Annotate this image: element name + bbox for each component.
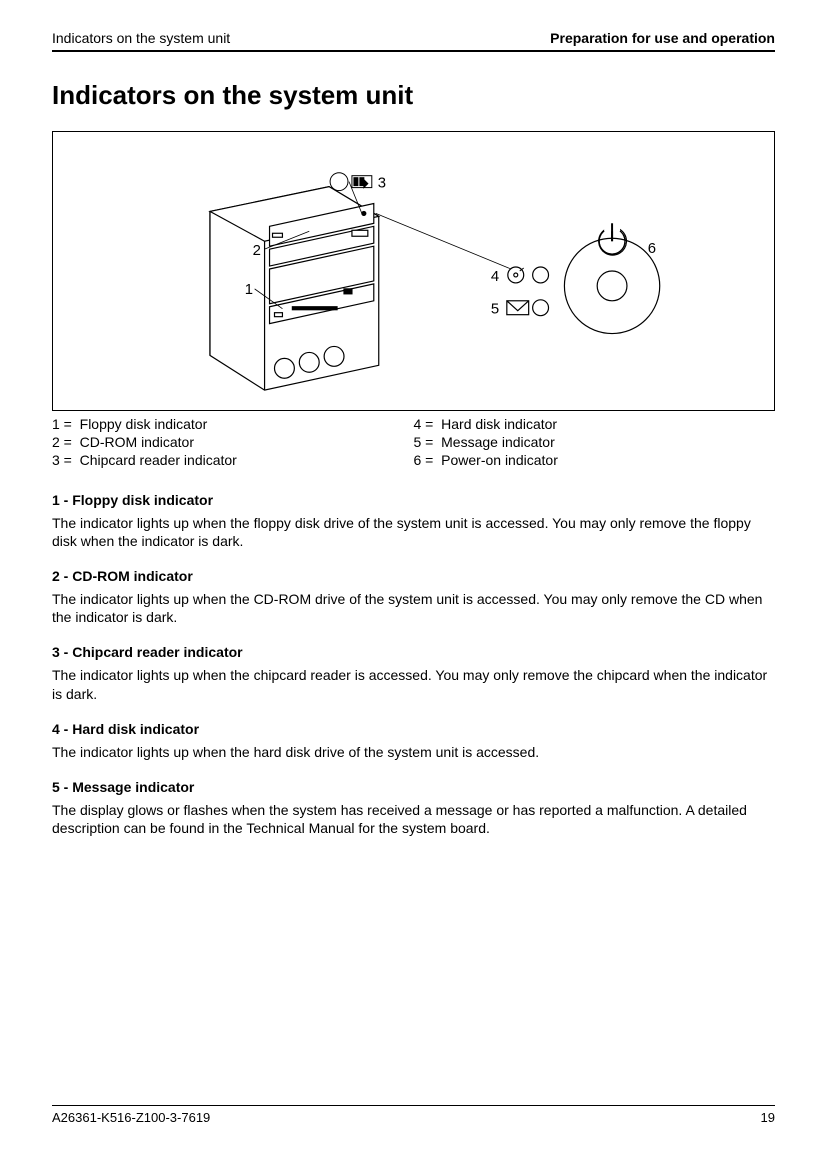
diagram-svg: 3 2 1 — [53, 132, 774, 410]
section: 3 - Chipcard reader indicator The indica… — [52, 644, 775, 702]
section: 5 - Message indicator The display glows … — [52, 779, 775, 837]
section-body: The indicator lights up when the hard di… — [52, 743, 775, 761]
system-unit-diagram: 3 2 1 — [52, 131, 775, 411]
legend-item: 4 = Hard disk indicator — [414, 415, 776, 433]
legend-right: 4 = Hard disk indicator 5 = Message indi… — [414, 415, 776, 470]
header-left: Indicators on the system unit — [52, 30, 230, 46]
section-title: 1 - Floppy disk indicator — [52, 492, 775, 508]
legend-item: 6 = Power-on indicator — [414, 451, 776, 469]
footer-docid: A26361-K516-Z100-3-7619 — [52, 1110, 210, 1125]
page-title: Indicators on the system unit — [52, 80, 775, 111]
section: 1 - Floppy disk indicator The indicator … — [52, 492, 775, 550]
header-right: Preparation for use and operation — [550, 30, 775, 46]
diagram-label-4: 4 — [491, 269, 499, 285]
section: 4 - Hard disk indicator The indicator li… — [52, 721, 775, 761]
diagram-label-1: 1 — [245, 282, 253, 298]
legend-left: 1 = Floppy disk indicator 2 = CD-ROM ind… — [52, 415, 414, 470]
diagram-label-2: 2 — [253, 243, 261, 259]
section-body: The indicator lights up when the chipcar… — [52, 666, 775, 702]
section-body: The display glows or flashes when the sy… — [52, 801, 775, 837]
legend-item: 2 = CD-ROM indicator — [52, 433, 414, 451]
legend-item: 5 = Message indicator — [414, 433, 776, 451]
section-body: The indicator lights up when the floppy … — [52, 514, 775, 550]
diagram-label-6: 6 — [648, 241, 656, 257]
page-header: Indicators on the system unit Preparatio… — [52, 30, 775, 52]
section-title: 2 - CD-ROM indicator — [52, 568, 775, 584]
section-title: 3 - Chipcard reader indicator — [52, 644, 775, 660]
section-title: 4 - Hard disk indicator — [52, 721, 775, 737]
section: 2 - CD-ROM indicator The indicator light… — [52, 568, 775, 626]
legend-item: 3 = Chipcard reader indicator — [52, 451, 414, 469]
section-body: The indicator lights up when the CD-ROM … — [52, 590, 775, 626]
legend-item: 1 = Floppy disk indicator — [52, 415, 414, 433]
diagram-label-5: 5 — [491, 302, 499, 318]
footer-pagenum: 19 — [761, 1110, 775, 1125]
legend: 1 = Floppy disk indicator 2 = CD-ROM ind… — [52, 415, 775, 470]
section-title: 5 - Message indicator — [52, 779, 775, 795]
page-footer: A26361-K516-Z100-3-7619 19 — [52, 1105, 775, 1125]
diagram-label-3: 3 — [378, 176, 386, 192]
